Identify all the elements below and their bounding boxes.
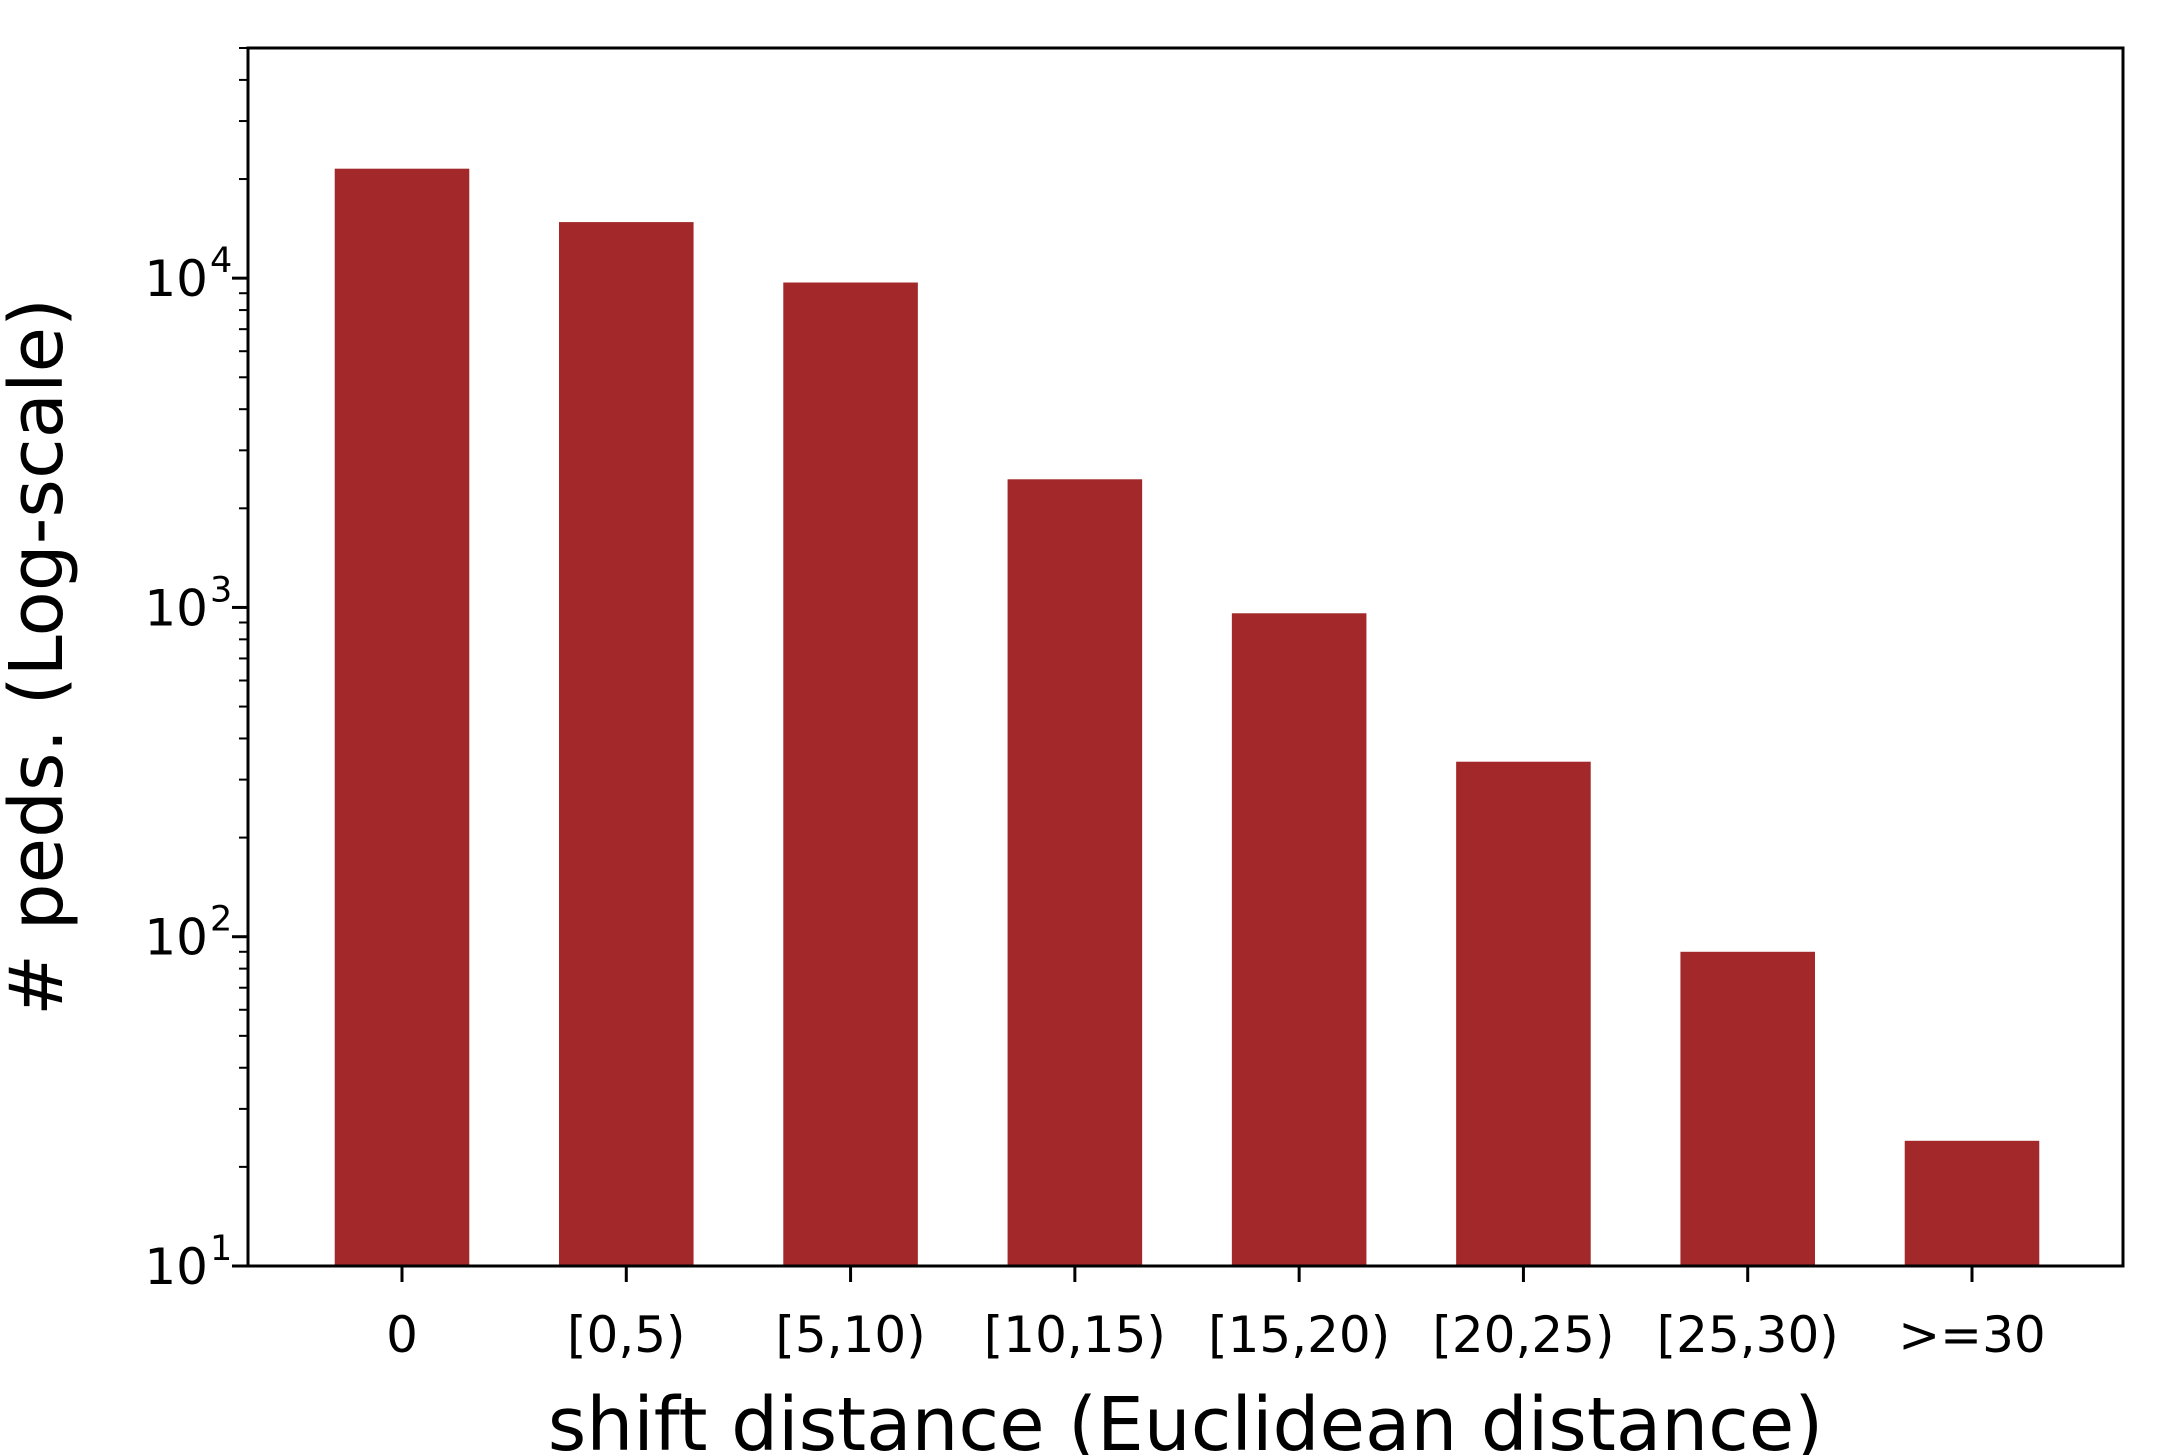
y-tick-label: 10 [144,1238,208,1296]
y-axis-label: # peds. (Log-scale) [0,298,80,1016]
x-axis-label: shift distance (Euclidean distance) [548,1382,1823,1455]
bar [559,222,694,1267]
bar [1007,479,1143,1267]
x-tick-label: [25,30) [1657,1306,1839,1364]
bar [783,282,918,1266]
x-tick-label: [10,15) [984,1306,1166,1364]
x-tick-label: 0 [386,1306,418,1364]
x-axis-ticks: 0 [0,5) [5,10) [10,15) [15,20) [20,25) [25,30)… [386,1266,2046,1364]
x-tick-label: [5,10) [775,1306,925,1364]
bar [1231,613,1367,1266]
x-tick-label: >=30 [1898,1306,2045,1364]
x-tick-label: [20,25) [1432,1306,1614,1364]
bar [1904,1140,2040,1266]
x-tick-label: [15,20) [1208,1306,1390,1364]
y-tick-exponent: 4 [210,241,232,281]
bar [1680,951,1815,1266]
bar [1456,761,1591,1266]
y-tick-label: 10 [144,250,208,308]
y-tick-exponent: 3 [210,570,232,610]
y-tick-label: 10 [144,909,208,967]
bar [334,168,470,1267]
bars-group [334,168,2040,1267]
y-tick-exponent: 1 [210,1229,232,1269]
y-tick-exponent: 2 [210,900,232,940]
y-tick-label: 10 [144,579,208,637]
x-tick-label: [0,5) [567,1306,686,1364]
plot-frame [246,46,2125,1268]
